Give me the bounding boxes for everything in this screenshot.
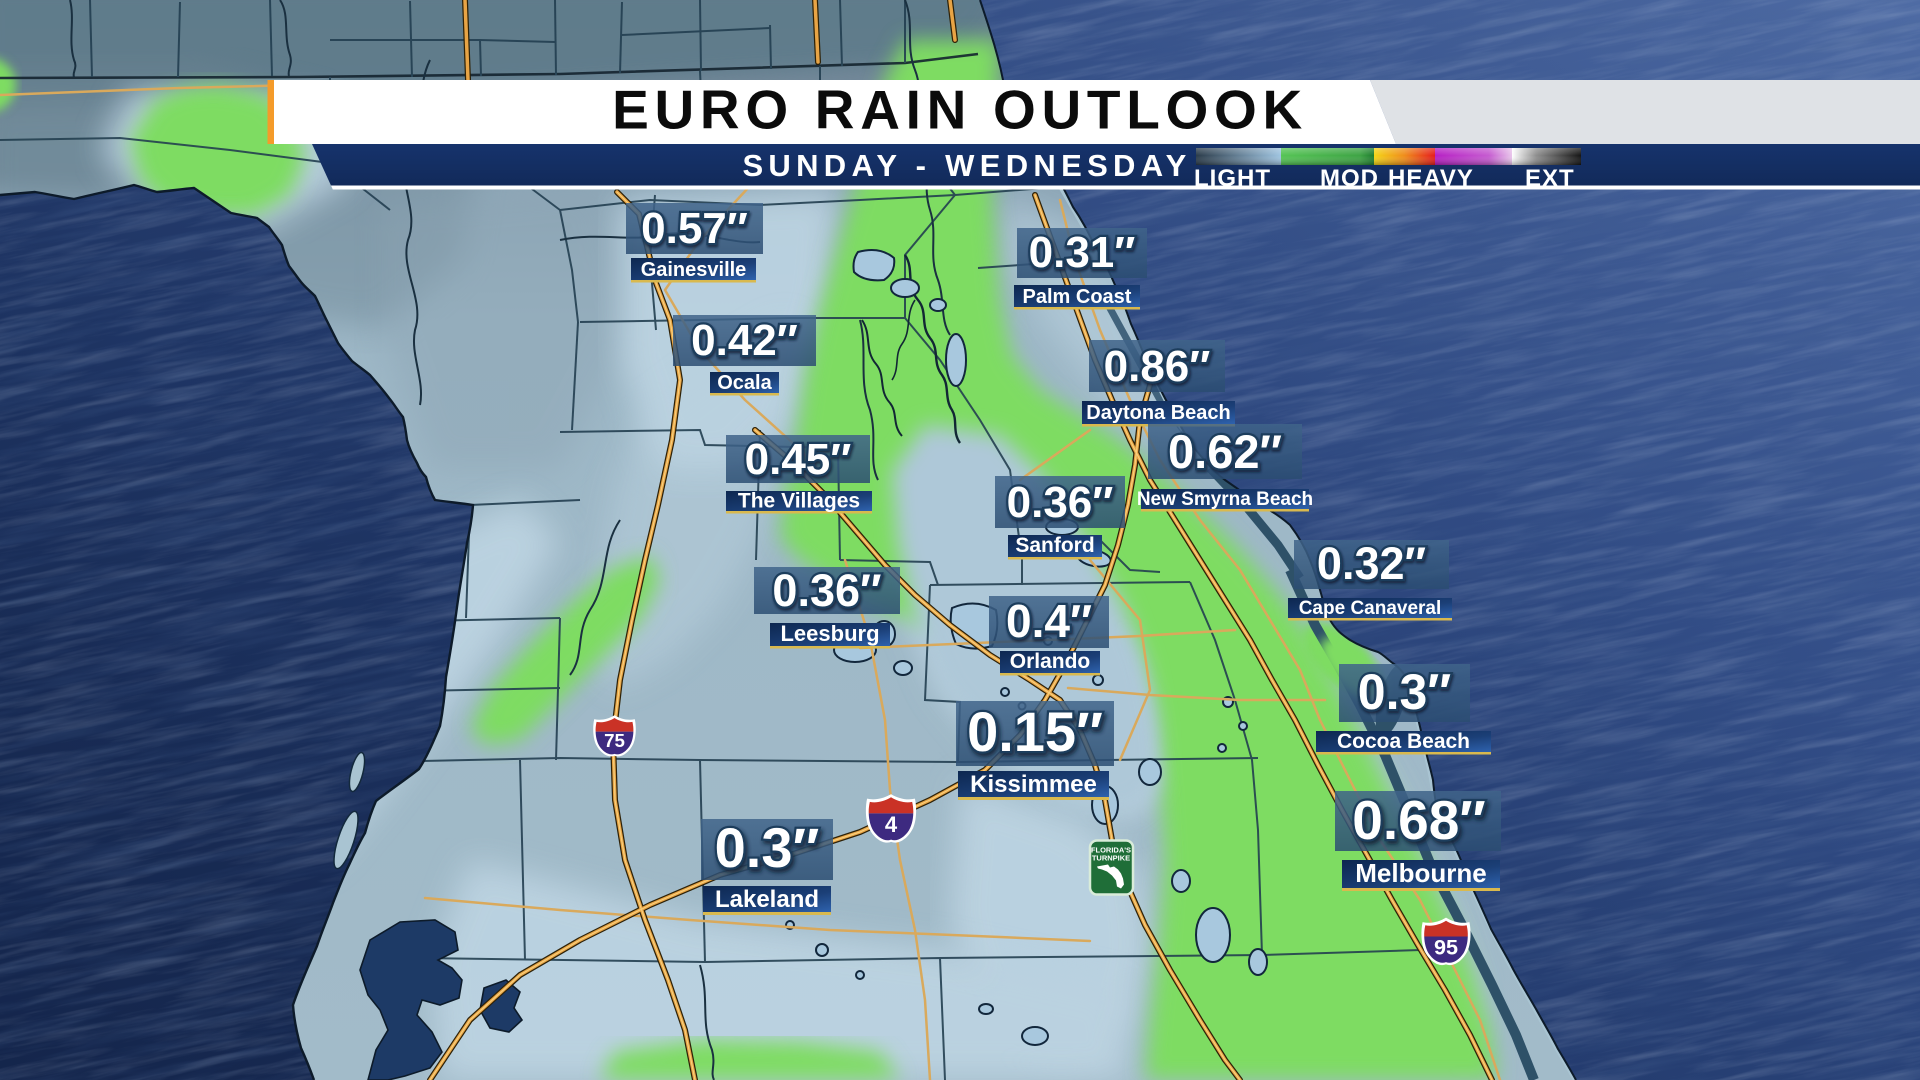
svg-text:95: 95 (1434, 935, 1458, 960)
svg-text:FLORIDA'S: FLORIDA'S (1091, 846, 1131, 855)
svg-text:The Villages: The Villages (738, 490, 860, 513)
svg-text:0.15″: 0.15″ (967, 700, 1103, 763)
svg-text:0.62″: 0.62″ (1168, 425, 1282, 478)
svg-text:0.31″: 0.31″ (1029, 228, 1136, 277)
svg-text:Melbourne: Melbourne (1355, 858, 1486, 888)
svg-text:Orlando: Orlando (1010, 650, 1091, 673)
svg-text:0.36″: 0.36″ (772, 565, 881, 616)
svg-text:HEAVY: HEAVY (1388, 165, 1474, 192)
svg-text:0.3″: 0.3″ (1358, 664, 1452, 720)
svg-text:EURO RAIN OUTLOOK: EURO RAIN OUTLOOK (612, 79, 1308, 141)
svg-text:Gainesville: Gainesville (641, 259, 747, 281)
svg-text:0.68″: 0.68″ (1352, 789, 1485, 851)
svg-text:0.57″: 0.57″ (641, 204, 748, 253)
svg-text:0.4″: 0.4″ (1006, 595, 1092, 647)
svg-text:0.45″: 0.45″ (745, 435, 852, 484)
svg-text:4: 4 (885, 812, 898, 837)
svg-text:Sanford: Sanford (1015, 534, 1094, 557)
svg-text:0.42″: 0.42″ (691, 316, 798, 365)
svg-text:Leesburg: Leesburg (780, 621, 879, 646)
svg-text:Cocoa Beach: Cocoa Beach (1337, 730, 1470, 753)
svg-text:TURNPIKE: TURNPIKE (1092, 854, 1130, 863)
svg-text:0.36″: 0.36″ (1007, 478, 1114, 527)
svg-text:New Smyrna Beach: New Smyrna Beach (1137, 489, 1313, 510)
svg-text:0.32″: 0.32″ (1317, 538, 1426, 589)
svg-text:Palm Coast: Palm Coast (1023, 286, 1132, 308)
svg-text:Cape Canaveral: Cape Canaveral (1299, 598, 1442, 619)
svg-text:Lakeland: Lakeland (715, 886, 819, 913)
svg-text:0.3″: 0.3″ (715, 816, 820, 879)
svg-text:75: 75 (604, 730, 625, 751)
svg-text:MOD: MOD (1320, 165, 1379, 192)
svg-text:EXT: EXT (1525, 165, 1575, 192)
svg-text:Kissimmee: Kissimmee (970, 771, 1097, 798)
svg-text:Daytona Beach: Daytona Beach (1086, 402, 1231, 424)
svg-text:SUNDAY - WEDNESDAY: SUNDAY - WEDNESDAY (742, 148, 1191, 183)
svg-text:LIGHT: LIGHT (1194, 165, 1271, 192)
svg-text:0.86″: 0.86″ (1104, 342, 1211, 391)
svg-text:Ocala: Ocala (717, 372, 772, 394)
